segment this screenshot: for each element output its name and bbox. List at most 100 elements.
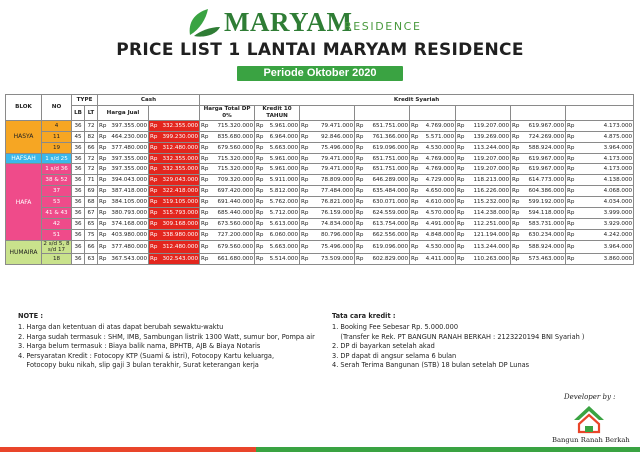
table-row: 41 & 43 36 67 Rp 380.793.000 Rp 315.793.000 Rp 6… (6, 207, 635, 219)
kredit10-c-cell: Rp 4.034.000 (565, 196, 635, 209)
harga-total-b-cell: Rp 624.559.000 (354, 207, 411, 219)
harga-total-b-cell: Rp 613.754.000 (354, 217, 411, 230)
harga-total-b-cell: Rp 651.751.000 (354, 163, 411, 176)
kredit10-a-cell: Rp 6.964.000 (254, 130, 301, 143)
unit-no: 41 & 43 (41, 207, 72, 219)
harga-total-b-cell: Rp 619.096.000 (354, 141, 411, 154)
lb-cell: 36 (71, 239, 85, 254)
table-row: 19 36 66 Rp 377.480.000 Rp 312.480.000 Rp 679.56… (6, 141, 635, 154)
harga-promo-cell: Rp 332.355.000 (148, 119, 201, 132)
lt-cell: 72 (83, 119, 99, 132)
harga-promo-cell: Rp 312.480.000 (148, 141, 201, 154)
col-type: TYPE (70, 94, 99, 106)
unit-no: 11 (41, 130, 72, 143)
harga-jual-cell: Rp 394.043.000 (97, 174, 150, 187)
lt-cell: 66 (83, 239, 99, 254)
harga-total-c-cell: Rp 594.118.000 (510, 207, 567, 219)
harga-total-b-cell: Rp 761.366.000 (354, 130, 411, 143)
kredit10-b-cell: Rp 4.530.000 (409, 141, 457, 154)
credit-procedure: Tata cara kredit : 1. Booking Fee Sebesa… (332, 312, 612, 370)
dp20-cell: Rp 75.496.000 (299, 239, 356, 254)
tata-heading: Tata cara kredit : (332, 312, 396, 320)
brand-name: MARYAM (224, 7, 353, 37)
notes-item: 4. Persyaratan Kredit : Fotocopy KTP (Su… (18, 351, 275, 360)
harga-promo-cell: Rp 315.793.000 (148, 207, 201, 219)
kredit10-b-cell: Rp 4.650.000 (409, 185, 457, 198)
footer-bar (0, 447, 640, 452)
dp20-cell: Rp 77.484.000 (299, 185, 356, 198)
notes-item: 2. Harga sudah termasuk : SHM, IMB, Samb… (18, 332, 315, 341)
harga-total-b-cell: Rp 651.751.000 (354, 119, 411, 132)
table-row: 53 36 68 Rp 384.105.000 Rp 319.105.000 Rp 691.44… (6, 196, 635, 209)
lb-cell: 45 (71, 130, 85, 143)
lb-cell: 36 (71, 217, 85, 230)
col-harga-promo: Harga Promo (148, 104, 201, 121)
dp20-cell: Rp 78.809.000 (299, 174, 356, 187)
kredit10-c-cell: Rp 4.068.000 (565, 185, 635, 198)
kredit10-b-cell: Rp 4.769.000 (409, 152, 457, 165)
kredit10-b-cell: Rp 5.571.000 (409, 130, 457, 143)
harga-total-c-cell: Rp 588.924.000 (510, 141, 567, 154)
col-harga-total-c: Harga total (510, 104, 567, 121)
dp20-cell: Rp 73.509.000 (299, 252, 356, 265)
harga-promo-cell: Rp 312.480.000 (148, 239, 201, 254)
harga-jual-cell: Rp 387.418.000 (97, 185, 150, 198)
kredit10-c-cell: Rp 4.138.000 (565, 174, 635, 187)
harga-promo-cell: Rp 399.230.000 (148, 130, 201, 143)
notes-item: Fotocopy buku nikah, slip gaji 3 bulan t… (18, 361, 259, 370)
harga-total-b-cell: Rp 602.829.000 (354, 252, 411, 265)
kredit10-a-cell: Rp 5.812.000 (254, 185, 301, 198)
tata-item: 2. DP di bayarkan setelah akad (332, 342, 435, 351)
kredit10-c-cell: Rp 4.173.000 (565, 119, 635, 132)
col-no: NO (41, 94, 72, 121)
kredit10-a-cell: Rp 5.663.000 (254, 141, 301, 154)
harga-promo-cell: Rp 309.168.000 (148, 217, 201, 230)
table-row: 18 36 63 Rp 367.543.000 Rp 302.543.000 Rp 661.68… (6, 252, 635, 265)
unit-no: 42 (41, 217, 72, 230)
harga-total-c-cell: Rp 599.192.000 (510, 196, 567, 209)
harga-promo-cell: Rp 332.355.000 (148, 163, 201, 176)
lt-cell: 66 (83, 141, 99, 154)
lb-cell: 36 (71, 185, 85, 198)
kredit10-c-cell: Rp 3.964.000 (565, 239, 635, 254)
kredit10-a-cell: Rp 5.961.000 (254, 152, 301, 165)
harga-total-dp0-cell: Rp 835.680.000 (199, 130, 256, 143)
unit-no: 38 & 52 (41, 174, 72, 187)
kredit10-a-cell: Rp 5.961.000 (254, 163, 301, 176)
notes-heading: NOTE : (18, 312, 44, 320)
kredit10-c-cell: Rp 4.242.000 (565, 228, 635, 241)
harga-promo-cell: Rp 329.043.000 (148, 174, 201, 187)
harga-total-dp0-cell: Rp 691.440.000 (199, 196, 256, 209)
lt-cell: 67 (83, 207, 99, 219)
harga-jual-cell: Rp 397.355.000 (97, 119, 150, 132)
harga-jual-cell: Rp 403.980.000 (97, 228, 150, 241)
table-row: HAFSAH 1 s/d 25 36 72 Rp 397.355.000 Rp 332.355… (5, 152, 635, 165)
harga-total-b-cell: Rp 635.484.000 (354, 185, 411, 198)
kredit10-c-cell: Rp 4.173.000 (565, 163, 635, 176)
harga-total-dp0-cell: Rp 727.200.000 (199, 228, 256, 241)
tata-item: 4. Serah Terima Bangunan (STB) 18 bulan … (332, 361, 530, 370)
kredit10-c-cell: Rp 4.173.000 (565, 152, 635, 165)
harga-total-c-cell: Rp 724.269.000 (510, 130, 567, 143)
dp20-cell: Rp 92.846.000 (299, 130, 356, 143)
harga-promo-cell: Rp 338.980.000 (148, 228, 201, 241)
notes-item: 1. Harga dan ketentuan di atas dapat ber… (18, 323, 224, 332)
notes: NOTE : 1. Harga dan ketentuan di atas da… (18, 312, 328, 370)
table-row: HASYA 4 36 72 Rp 397.355.000 Rp 332.355.000 Rp 71… (5, 119, 635, 154)
harga-promo-cell: Rp 302.543.000 (148, 252, 201, 265)
lb-cell: 36 (71, 174, 85, 187)
harga-total-b-cell: Rp 646.289.000 (354, 174, 411, 187)
dp20-cell: Rp 80.796.000 (299, 228, 356, 241)
dp20-cell: Rp 79.471.000 (299, 152, 356, 165)
unit-no: 2 s/d 5, 8 s/d 17 (41, 239, 72, 254)
harga-jual-cell: Rp 464.230.000 (97, 130, 150, 143)
col-cash: Cash (97, 94, 201, 106)
harga-total-dp0-cell: Rp 697.420.000 (199, 185, 256, 198)
lb-cell: 36 (71, 141, 85, 154)
dp20-cell: Rp 74.834.000 (299, 217, 356, 230)
dp30-cell: Rp 112.251.000 (455, 217, 512, 230)
dp20-cell: Rp 79.471.000 (299, 119, 356, 132)
tata-item: (Transfer ke Rek. PT BANGUN RANAH BERKAH… (332, 332, 585, 341)
period-badge: Periode Oktober 2020 (237, 66, 403, 81)
dp30-cell: Rp 118.213.000 (455, 174, 512, 187)
